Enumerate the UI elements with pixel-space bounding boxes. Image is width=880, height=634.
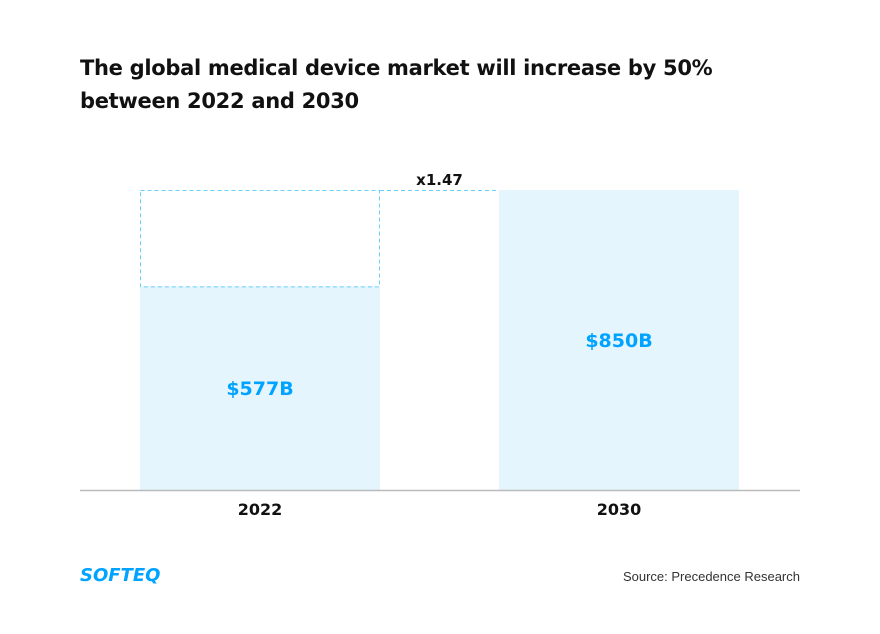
bar-2030	[499, 190, 739, 490]
x-tick-label-2030: 2030	[597, 500, 642, 519]
softeq-logo: SOFTEQ	[80, 565, 161, 586]
growth-multiplier-label: x1.47	[416, 171, 463, 189]
x-tick-label-2022: 2022	[238, 500, 283, 519]
data-label-2022: $577B	[226, 378, 293, 400]
data-label-2030: $850B	[585, 330, 652, 352]
source-note: Source: Precedence Research	[622, 569, 800, 584]
growth-outline	[140, 190, 380, 288]
chart-title: The global medical device market will in…	[80, 56, 713, 113]
bar-2022	[140, 286, 380, 490]
